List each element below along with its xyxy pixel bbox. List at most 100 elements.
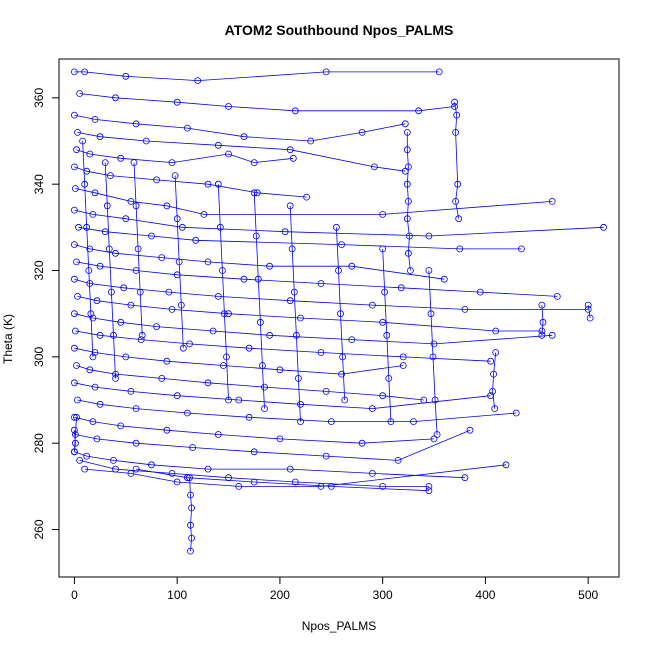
data-point <box>431 396 439 404</box>
data-point <box>86 366 94 374</box>
data-point <box>132 405 140 413</box>
data-point <box>538 331 546 339</box>
data-point <box>214 180 222 188</box>
data-point <box>73 258 80 266</box>
data-point <box>225 103 232 110</box>
data-point <box>490 370 498 378</box>
data-point <box>250 448 258 456</box>
data-point <box>379 392 387 400</box>
series-line <box>75 330 491 362</box>
data-point <box>451 98 459 106</box>
data-point <box>466 426 474 434</box>
data-point <box>433 431 441 438</box>
data-point <box>338 370 346 378</box>
data-point <box>183 409 191 417</box>
series-line <box>82 140 94 357</box>
data-point <box>81 180 89 188</box>
data-point <box>225 310 232 318</box>
series-line <box>382 248 392 422</box>
data-point <box>89 314 97 322</box>
data-point <box>454 180 462 188</box>
data-point <box>405 232 413 240</box>
data-point <box>214 141 222 149</box>
data-point <box>73 146 80 154</box>
data-point <box>136 288 144 296</box>
data-point <box>406 267 414 274</box>
data-point <box>148 232 155 240</box>
data-point <box>91 349 99 356</box>
data-point <box>379 482 387 490</box>
data-point <box>294 374 302 382</box>
data-point <box>71 68 78 76</box>
data-point <box>158 374 166 382</box>
series-line <box>74 416 435 444</box>
data-point <box>427 310 435 318</box>
series-line <box>104 162 116 379</box>
data-point <box>379 210 387 218</box>
data-point <box>425 487 433 495</box>
data-point <box>89 418 97 426</box>
data-point <box>358 128 366 136</box>
data-point <box>130 159 138 167</box>
data-point <box>209 327 217 335</box>
data-point <box>385 374 393 382</box>
data-point <box>440 275 448 283</box>
data-point <box>317 280 325 287</box>
data-point <box>93 435 101 443</box>
data-point <box>91 189 99 197</box>
series-line <box>79 93 455 112</box>
data-point <box>93 297 101 305</box>
data-point <box>177 301 185 309</box>
data-point <box>214 431 222 438</box>
data-point <box>163 202 171 210</box>
data-point <box>276 435 284 443</box>
data-point <box>117 318 125 326</box>
data-point <box>399 362 407 369</box>
data-point <box>183 124 191 132</box>
data-point <box>322 452 330 460</box>
data-point <box>348 336 356 344</box>
data-point <box>142 137 150 145</box>
data-point <box>404 197 412 205</box>
data-point <box>461 305 469 313</box>
data-point <box>394 456 402 464</box>
data-point <box>110 456 117 464</box>
data-point <box>127 301 135 309</box>
y-tick-label: 260 <box>32 519 46 539</box>
data-point <box>303 193 311 201</box>
data-point <box>403 180 411 188</box>
data-point <box>317 482 325 490</box>
data-point <box>225 150 232 158</box>
data-point <box>204 379 212 387</box>
series-line <box>76 365 424 401</box>
data-point <box>72 185 79 192</box>
y-axis-label: Theta (K) <box>1 314 15 364</box>
data-point <box>430 340 438 348</box>
y-tick-label: 280 <box>32 433 46 453</box>
data-point <box>105 245 113 253</box>
data-point <box>404 163 412 171</box>
x-tick-label: 400 <box>475 588 495 602</box>
data-point <box>512 409 520 417</box>
data-point <box>235 396 243 404</box>
y-tick-label: 320 <box>32 260 46 280</box>
data-point <box>91 383 99 391</box>
data-point <box>168 305 176 313</box>
data-point <box>127 387 135 395</box>
data-point <box>158 254 166 262</box>
data-point <box>122 72 130 80</box>
data-point <box>335 267 342 274</box>
data-point <box>286 202 294 210</box>
series-line <box>77 132 406 172</box>
data-point <box>218 267 226 274</box>
data-point <box>456 245 464 253</box>
data-point <box>338 241 346 249</box>
data-point <box>250 189 258 197</box>
plot-frame <box>58 58 620 578</box>
data-point <box>289 154 297 162</box>
data-point <box>548 197 556 205</box>
data-point <box>188 504 196 512</box>
data-point <box>112 249 119 257</box>
data-point <box>71 241 78 249</box>
data-point <box>235 482 243 490</box>
